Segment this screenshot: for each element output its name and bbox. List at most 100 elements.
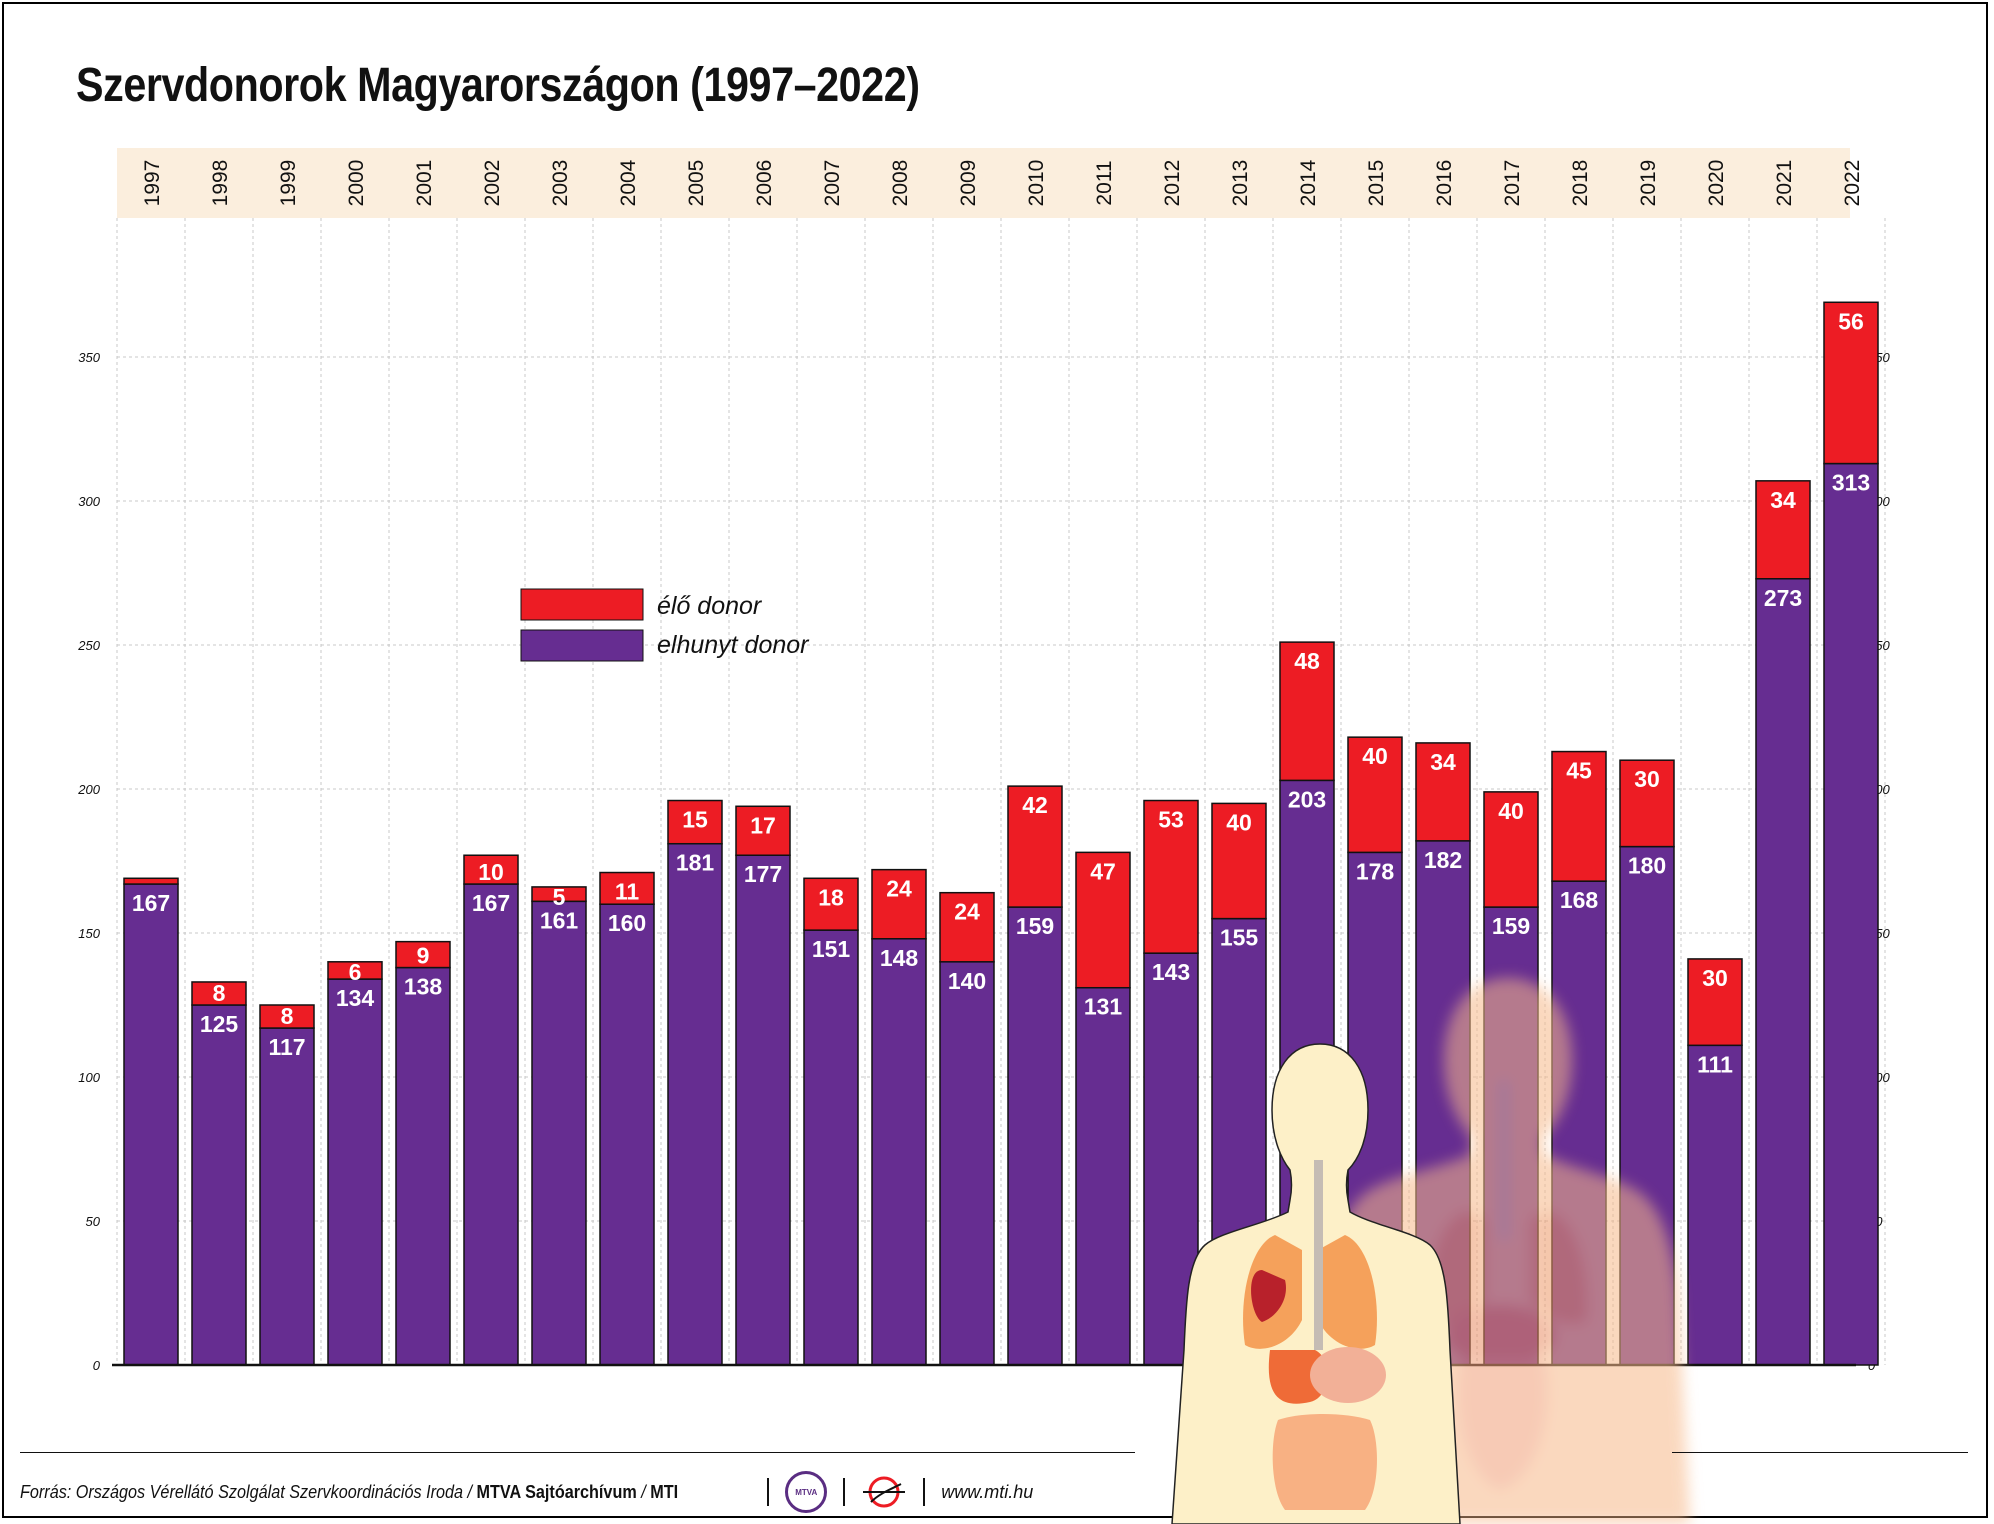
bar-deceased [1007,906,1063,1366]
bar-living [871,868,927,940]
year-label: 2002 [481,160,504,207]
bar-deceased [1687,1044,1743,1366]
value-label-living: 6 [349,959,362,985]
year-label: 2003 [549,160,572,207]
value-label-living: 24 [954,899,980,925]
value-label-living: 8 [213,980,226,1006]
value-label-living: 47 [1090,858,1116,884]
value-label-deceased: 160 [608,910,646,936]
value-label-living: 10 [478,859,504,885]
bar-living [803,877,859,931]
value-label-living: 48 [1294,648,1320,674]
bar-deceased [939,961,995,1366]
source-text: Forrás: Országos Vérellátó Szolgálat Sze… [20,1481,477,1502]
bar-living [1279,641,1335,782]
front-silhouette [1171,1043,1461,1524]
value-label-deceased: 168 [1560,887,1599,913]
year-label: 2000 [345,160,368,207]
bar-deceased [531,900,587,1366]
bar-living [599,871,655,905]
value-label-deceased: 148 [880,945,919,971]
year-label: 2006 [753,160,776,207]
value-label-living: 11 [615,879,640,905]
bar-living [463,854,519,885]
year-label: 2017 [1501,160,1524,207]
year-label: 2009 [957,160,980,207]
year-label: 2011 [1093,160,1116,205]
bar-living [259,1004,315,1029]
value-label-living: 34 [1770,487,1796,513]
source-credit: Forrás: Országos Vérellátó Szolgálat Sze… [20,1482,678,1503]
y-tick-label-left: 200 [77,782,100,797]
bar-living [1687,958,1743,1047]
bar-deceased [1075,986,1131,1366]
value-label-living: 8 [281,1003,294,1029]
bar-living [1211,802,1267,920]
bar-layer: 1672125811781346138916710161516011181151… [123,301,1879,1366]
bar-living [531,886,587,903]
bar-living [1483,791,1539,908]
value-label-living: 34 [1430,749,1456,775]
year-label: 2014 [1297,159,1320,206]
legend-swatch-living [520,588,644,621]
value-label-deceased: 182 [1424,847,1462,873]
bar-deceased [327,978,383,1366]
footer: Forrás: Országos Vérellátó Szolgálat Sze… [20,1471,1034,1513]
archive-name: MTVA Sajtóarchívum [476,1481,637,1502]
value-label-deceased: 273 [1764,585,1802,611]
bar-living [735,805,791,856]
bar-living [1619,759,1675,848]
bar-deceased [191,1004,247,1366]
footer-rule-right [1672,1452,1968,1453]
body-illustration [1171,978,1690,1524]
year-label: 2012 [1161,160,1184,207]
year-label: 2022 [1841,160,1864,207]
value-label-deceased: 138 [404,974,443,1000]
value-label-deceased: 159 [1492,913,1530,939]
bar-deceased [1755,578,1811,1366]
mtva-logo-icon: MTVA [785,1471,828,1513]
website-link[interactable]: www.mti.hu [941,1481,1034,1502]
agency-name: MTI [650,1481,679,1502]
value-label-deceased: 313 [1832,470,1870,496]
value-label-living: 45 [1566,758,1592,784]
value-label-living: 5 [553,884,566,910]
value-label-deceased: 180 [1628,853,1666,879]
bar-living [667,799,723,845]
legend-label-living: élő donor [657,592,763,620]
bar-living [939,891,995,963]
year-label: 2019 [1637,160,1660,207]
bar-living [1823,301,1879,465]
bar-living [191,981,247,1006]
legend: élő donor elhunyt donor [520,588,810,662]
year-label: 2015 [1365,160,1388,207]
year-label: 1999 [277,160,300,207]
value-label-deceased: 143 [1152,959,1190,985]
y-tick-label-left: 50 [86,1214,101,1229]
bar-living [1347,736,1403,854]
value-label-deceased: 159 [1016,913,1054,939]
value-label-deceased: 155 [1220,925,1259,951]
chart-title: Szervdonorok Magyarországon (1997–2022) [76,59,920,112]
year-label: 2001 [413,160,436,207]
value-label-deceased: 134 [336,985,375,1011]
value-label-living: 2 [145,855,158,881]
bar-deceased [803,929,859,1366]
footer-rule-left [20,1452,1135,1453]
bar-deceased [1823,462,1879,1366]
value-label-deceased: 140 [948,968,986,994]
year-label: 2008 [889,160,912,207]
value-label-deceased: 203 [1288,786,1326,812]
value-label-deceased: 178 [1356,858,1395,884]
bar-deceased [259,1027,315,1366]
bar-living [123,877,179,885]
mtva-logo-text: MTVA [795,1487,818,1497]
year-label: 2018 [1569,160,1592,207]
value-label-deceased: 111 [1697,1051,1733,1077]
bar-living [1007,785,1063,908]
value-label-living: 30 [1702,965,1728,991]
bar-living [1143,799,1199,954]
year-label: 2016 [1433,160,1456,207]
footer-separator [767,1478,770,1506]
